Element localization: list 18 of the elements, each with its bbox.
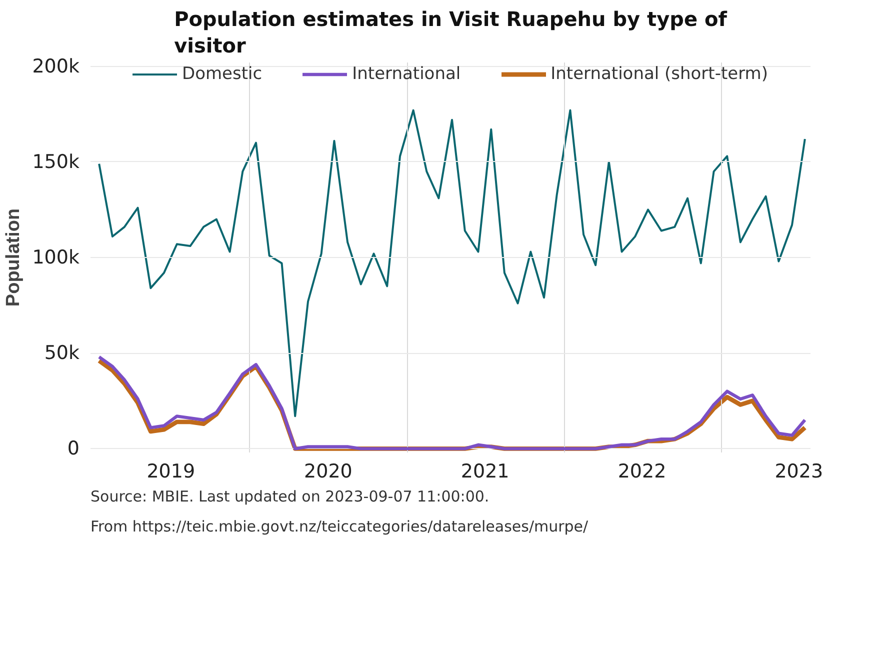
legend-label: International: [352, 64, 461, 84]
source-note: Source: MBIE. Last updated on 2023-09-07 11:00:00.: [90, 488, 490, 506]
y-tick-label: 0: [67, 438, 80, 460]
x-tick-label: 2021: [460, 460, 510, 482]
text: From https://teic.mbie.govt.nz/teiccategories/datareleases/murpe/: [90, 518, 590, 536]
x-tick-label: 2023: [774, 460, 824, 482]
y-tick-label: 150k: [32, 150, 80, 173]
y-axis-title: Population: [3, 208, 24, 307]
legend-label: International (short-term): [550, 64, 768, 84]
chart-title: Population estimates in Visit Ruapehu by type of visitor: [174, 7, 728, 58]
x-tick-label: 2022: [618, 460, 666, 482]
line-series: [98, 109, 806, 418]
y-tick-label: 100k: [32, 246, 80, 268]
y-tick-label: 200k: [32, 55, 80, 78]
y-tick-label: 50k: [44, 342, 80, 364]
x-tick-label: 2020: [304, 460, 352, 482]
legend-label: Domestic: [182, 64, 262, 84]
x-tick-label: 2019: [146, 460, 196, 482]
